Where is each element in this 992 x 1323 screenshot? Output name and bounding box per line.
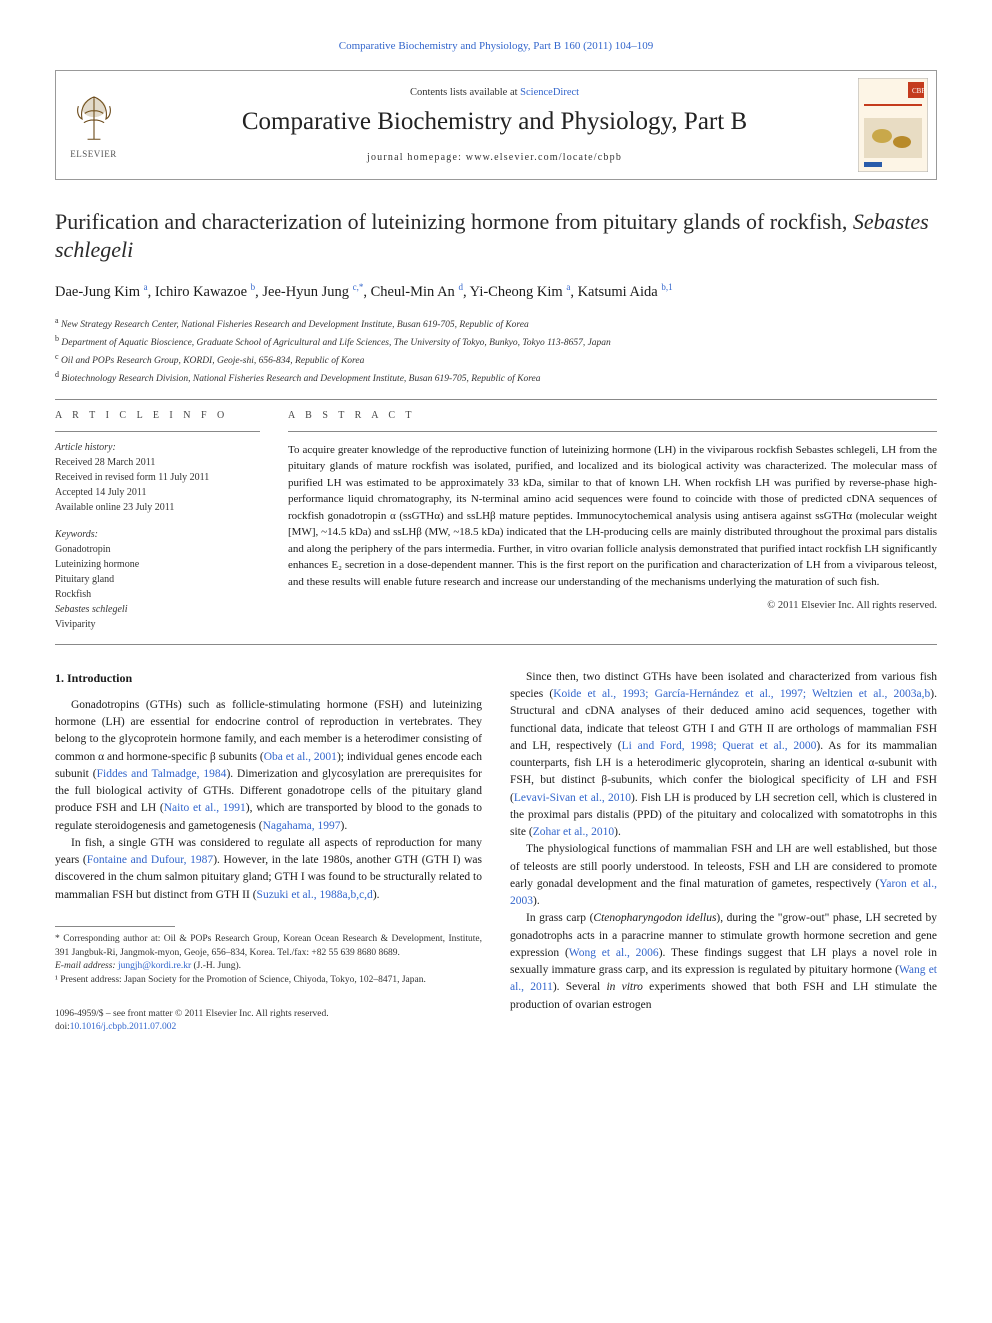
email-tail: (J.-H. Jung). <box>191 961 241 971</box>
author-aff: d <box>458 282 463 292</box>
elsevier-label: ELSEVIER <box>70 149 117 159</box>
citation-link[interactable]: Nagahama, 1997 <box>263 820 341 832</box>
author-name: Cheul-Min An <box>371 284 455 300</box>
divider <box>55 644 937 645</box>
doi-label: doi: <box>55 1022 70 1032</box>
author-aff: b,1 <box>661 282 672 292</box>
intro-p1: Gonadotropins (GTHs) such as follicle-st… <box>55 697 482 835</box>
email-link[interactable]: jungjh@kordi.re.kr <box>118 961 191 971</box>
elsevier-logo: ELSEVIER <box>56 71 131 179</box>
homepage-prefix: journal homepage: <box>367 152 466 163</box>
footnotes: * Corresponding author at: Oil & POPs Re… <box>55 933 482 988</box>
authors-line: Dae-Jung Kim a, Ichiro Kawazoe b, Jee-Hy… <box>55 282 937 301</box>
keyword: Rockfish <box>55 587 260 602</box>
citation-link[interactable]: Fiddes and Talmadge, 1984 <box>97 768 227 780</box>
author-name: Ichiro Kawazoe <box>155 284 247 300</box>
citation-link[interactable]: Naito et al., 1991 <box>164 802 246 814</box>
history-heading: Article history: <box>55 442 260 453</box>
keyword: Viviparity <box>55 617 260 632</box>
divider <box>55 399 937 400</box>
affiliation-b: Department of Aquatic Bioscience, Gradua… <box>61 338 610 348</box>
present-address-footnote: ¹ Present address: Japan Society for the… <box>55 974 482 988</box>
keyword: Sebastes schlegeli <box>55 602 260 617</box>
keywords-heading: Keywords: <box>55 529 260 540</box>
journal-title: Comparative Biochemistry and Physiology,… <box>131 108 858 136</box>
column-right: Since then, two distinct GTHs have been … <box>510 669 937 1035</box>
homepage-url: www.elsevier.com/locate/cbpb <box>466 152 622 163</box>
intro-heading: 1. Introduction <box>55 669 482 687</box>
author-name: Dae-Jung Kim <box>55 284 140 300</box>
citation-link[interactable]: Oba et al., 2001 <box>264 751 337 763</box>
abstract-heading: A B S T R A C T <box>288 410 937 421</box>
journal-homepage: journal homepage: www.elsevier.com/locat… <box>131 152 858 163</box>
column-left: 1. Introduction Gonadotropins (GTHs) suc… <box>55 669 482 1035</box>
journal-cover-thumb: CBP <box>858 78 928 172</box>
abstract-text: To acquire greater knowledge of the repr… <box>288 442 937 591</box>
page-footer: 1096-4959/$ – see front matter © 2011 El… <box>55 1008 482 1035</box>
doi-link[interactable]: 10.1016/j.cbpb.2011.07.002 <box>70 1022 177 1032</box>
citation-link[interactable]: Suzuki et al., 1988a,b,c,d <box>257 889 373 901</box>
citation-link[interactable]: Zohar et al., 2010 <box>533 826 614 838</box>
affiliation-d: Biotechnology Research Division, Nationa… <box>61 374 540 384</box>
intro-p3: Since then, two distinct GTHs have been … <box>510 669 937 842</box>
elsevier-tree-icon <box>71 91 117 147</box>
article-title: Purification and characterization of lut… <box>55 208 937 264</box>
corresponding-footnote: * Corresponding author at: Oil & POPs Re… <box>55 933 482 961</box>
affiliation-c: Oil and POPs Research Group, KORDI, Geoj… <box>61 356 364 366</box>
journal-header: ELSEVIER Contents lists available at Sci… <box>55 70 937 180</box>
citation-link[interactable]: Fontaine and Dufour, 1987 <box>87 854 213 866</box>
history-date: Accepted 14 July 2011 <box>55 485 260 500</box>
abstract-copyright: © 2011 Elsevier Inc. All rights reserved… <box>288 600 937 611</box>
citation-link[interactable]: Wong et al., 2006 <box>569 947 659 959</box>
author-name: Katsumi Aida <box>578 284 658 300</box>
abstract-block: A B S T R A C T To acquire greater knowl… <box>288 410 937 632</box>
article-info-heading: A R T I C L E I N F O <box>55 410 260 421</box>
divider <box>288 431 937 432</box>
intro-p4: The physiological functions of mammalian… <box>510 841 937 910</box>
sciencedirect-link[interactable]: ScienceDirect <box>520 87 579 98</box>
top-journal-ref: Comparative Biochemistry and Physiology,… <box>55 40 937 52</box>
email-footnote: E-mail address: jungjh@kordi.re.kr (J.-H… <box>55 960 482 974</box>
citation-link[interactable]: Koide et al., 1993; García-Hernández et … <box>553 688 930 700</box>
citation-link[interactable]: Levavi-Sivan et al., 2010 <box>514 792 631 804</box>
contents-line: Contents lists available at ScienceDirec… <box>131 87 858 98</box>
svg-text:CBP: CBP <box>912 87 925 95</box>
footer-line: 1096-4959/$ – see front matter © 2011 El… <box>55 1008 482 1021</box>
author-name: Yi-Cheong Kim <box>470 284 563 300</box>
top-journal-link[interactable]: Comparative Biochemistry and Physiology,… <box>339 40 654 52</box>
history-date: Available online 23 July 2011 <box>55 500 260 515</box>
contents-prefix: Contents lists available at <box>410 87 520 98</box>
author-name: Jee-Hyun Jung <box>262 284 349 300</box>
email-label: E-mail address: <box>55 961 118 971</box>
body-columns: 1. Introduction Gonadotropins (GTHs) suc… <box>55 669 937 1035</box>
author-aff: a <box>144 282 148 292</box>
author-aff: b <box>251 282 256 292</box>
author-aff: c,* <box>353 282 364 292</box>
affiliation-a: New Strategy Research Center, National F… <box>61 320 529 330</box>
history-date: Received in revised form 11 July 2011 <box>55 470 260 485</box>
footnote-rule <box>55 926 175 927</box>
author-aff: a <box>566 282 570 292</box>
intro-p2: In fish, a single GTH was considered to … <box>55 835 482 904</box>
citation-link[interactable]: Li and Ford, 1998; Querat et al., 2000 <box>622 740 817 752</box>
keyword: Gonadotropin <box>55 542 260 557</box>
keyword: Pituitary gland <box>55 572 260 587</box>
intro-p5: In grass carp (Ctenopharyngodon idellus)… <box>510 910 937 1014</box>
history-date: Received 28 March 2011 <box>55 455 260 470</box>
keyword: Luteinizing hormone <box>55 557 260 572</box>
article-info-block: A R T I C L E I N F O Article history: R… <box>55 410 260 632</box>
divider <box>55 431 260 432</box>
affiliations: a New Strategy Research Center, National… <box>55 315 937 387</box>
